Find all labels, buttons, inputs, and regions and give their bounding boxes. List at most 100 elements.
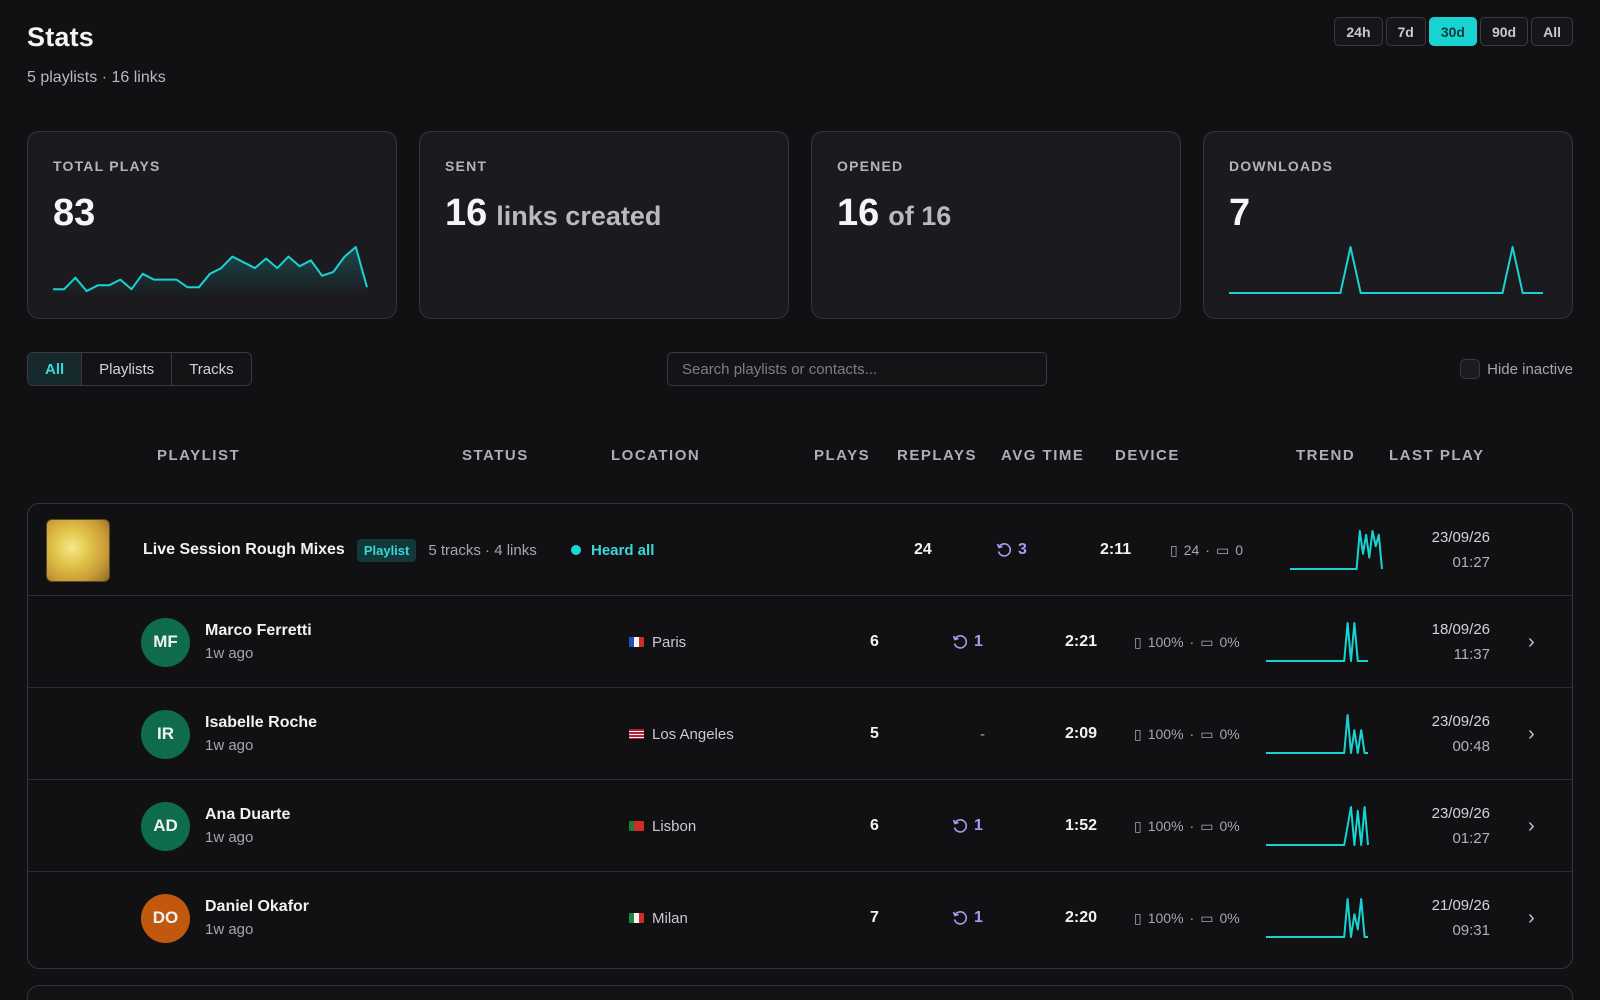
range-button-24h[interactable]: 24h: [1334, 17, 1383, 46]
location: Milan: [629, 872, 688, 964]
location-city: Paris: [652, 633, 687, 651]
contact-row[interactable]: DO Daniel Okafor 1w ago Milan 7 1 2:20 ▯…: [28, 872, 1572, 964]
tab-playlists[interactable]: Playlists: [82, 353, 173, 385]
kpi-cards: TOTAL PLAYS 83 SENT 16 links created OPE…: [27, 131, 1573, 319]
flag-icon: [629, 637, 644, 647]
flag-icon: [629, 821, 644, 831]
avatar: AD: [141, 801, 190, 851]
column-header-device[interactable]: DEVICE: [1115, 447, 1180, 464]
tab-all[interactable]: All: [28, 353, 83, 385]
time-range-selector: 24h 7d 30d 90d All: [1334, 17, 1573, 46]
total-plays-value: 83: [53, 192, 96, 234]
tab-tracks[interactable]: Tracks: [172, 353, 251, 385]
plays-count: 24: [914, 541, 932, 558]
replays-count: 1: [952, 872, 983, 964]
playlist-badge: Playlist: [356, 538, 417, 562]
downloads-value: 7: [1229, 192, 1251, 234]
total-plays-sparkline: [53, 246, 368, 296]
location: Paris: [629, 596, 686, 688]
playlist-name[interactable]: Live Session Rough Mixes: [143, 541, 345, 558]
contact-row[interactable]: IR Isabelle Roche 1w ago Los Angeles 5 -…: [28, 688, 1572, 780]
last-play-date: 23/09/26: [1431, 805, 1490, 822]
search-input[interactable]: [667, 352, 1047, 386]
page-title: Stats: [27, 22, 95, 52]
trend-sparkline: [1266, 898, 1368, 938]
range-button-90d[interactable]: 90d: [1479, 17, 1529, 46]
device-split: ▯ 100% · ▭ 0%: [1134, 725, 1240, 743]
desktop-icon: ▭: [1200, 817, 1214, 834]
mobile-share: 100%: [1147, 910, 1184, 926]
chevron-right-icon[interactable]: ›: [1528, 722, 1535, 745]
replay-icon: [952, 819, 968, 833]
card-label: TOTAL PLAYS: [53, 158, 161, 174]
column-header-plays[interactable]: PLAYS: [814, 447, 871, 464]
device-split: ▯ 100% · ▭ 0%: [1134, 633, 1240, 651]
page-subtitle: 5 playlists · 16 links: [27, 69, 166, 86]
last-play-date: 23/09/26: [1431, 529, 1490, 546]
contact-name[interactable]: Ana Duarte: [205, 806, 291, 823]
sparkline-line: [1229, 246, 1543, 294]
sent-value: 16: [445, 192, 488, 234]
contact-name[interactable]: Isabelle Roche: [205, 714, 318, 731]
column-header-last-play[interactable]: LAST PLAY: [1389, 447, 1485, 464]
replays-value: 1: [974, 909, 983, 926]
replays-count: 1: [952, 780, 983, 872]
hide-inactive-checkbox[interactable]: [1460, 359, 1481, 379]
sparkline-line: [1266, 714, 1368, 754]
contact-avatar-cell: AD: [141, 780, 190, 872]
avg-time: 2:09: [1065, 725, 1098, 742]
column-header-playlist[interactable]: PLAYLIST: [157, 447, 241, 464]
chevron-right-icon[interactable]: ›: [1528, 906, 1535, 929]
column-header-avg-time[interactable]: AVG TIME: [1001, 447, 1085, 464]
device-split: ▯ 100% · ▭ 0%: [1134, 909, 1240, 927]
contact-row[interactable]: AD Ana Duarte 1w ago Lisbon 6 1 1:52 ▯ 1…: [28, 780, 1572, 872]
replays-value: 3: [1018, 541, 1027, 558]
range-button-30d[interactable]: 30d: [1428, 17, 1477, 46]
chevron-right-icon[interactable]: ›: [1528, 630, 1535, 653]
last-play-date: 18/09/26: [1431, 621, 1490, 638]
contact-avatar-cell: IR: [141, 688, 190, 780]
column-header-status[interactable]: STATUS: [462, 447, 529, 464]
hide-inactive-toggle[interactable]: Hide inactive: [1460, 359, 1573, 379]
contact-name[interactable]: Daniel Okafor: [205, 898, 310, 915]
mobile-share: 100%: [1147, 634, 1184, 650]
column-header-replays[interactable]: REPLAYS: [897, 447, 977, 464]
mobile-icon: ▯: [1134, 909, 1142, 926]
last-play: 23/09/26 01:27: [1408, 504, 1490, 596]
column-header-location[interactable]: LOCATION: [611, 447, 701, 464]
contact-row[interactable]: MF Marco Ferretti 1w ago Paris 6 1 2:21 …: [28, 596, 1572, 688]
contact-last-seen: 1w ago: [205, 737, 254, 754]
desktop-share: 0%: [1219, 818, 1240, 834]
hide-inactive-label: Hide inactive: [1487, 360, 1573, 378]
location: Los Angeles: [629, 688, 734, 780]
device-split: ▯ 100% · ▭ 0%: [1134, 817, 1240, 835]
last-play-time: 09:31: [1452, 922, 1490, 939]
status-indicator: Heard all: [571, 504, 654, 596]
chevron-right-icon[interactable]: ›: [1528, 814, 1535, 837]
downloads-card: DOWNLOADS 7: [1203, 131, 1573, 319]
mobile-share: 24: [1183, 542, 1200, 558]
mobile-icon: ▯: [1134, 725, 1142, 742]
device-split: ▯ 24 · ▭ 0: [1170, 541, 1243, 559]
column-header-trend[interactable]: TREND: [1296, 447, 1356, 464]
desktop-share: 0%: [1219, 634, 1240, 650]
card-label: DOWNLOADS: [1229, 158, 1334, 174]
desktop-icon: ▭: [1200, 909, 1214, 926]
last-play-time: 01:27: [1452, 830, 1490, 847]
range-button-7d[interactable]: 7d: [1385, 17, 1426, 46]
range-button-all[interactable]: All: [1531, 17, 1573, 46]
sparkline-line: [1266, 898, 1368, 938]
next-playlist-card: [27, 985, 1573, 1000]
location-city: Los Angeles: [652, 725, 734, 743]
location: Lisbon: [629, 780, 696, 872]
location-city: Lisbon: [652, 817, 697, 835]
avatar: MF: [141, 617, 190, 667]
contact-name[interactable]: Marco Ferretti: [205, 622, 312, 639]
status-dot-icon: [571, 545, 581, 555]
desktop-share: 0: [1235, 542, 1243, 558]
desktop-icon: ▭: [1215, 541, 1230, 558]
playlist-row[interactable]: Live Session Rough Mixes Playlist 5 trac…: [28, 504, 1572, 596]
replay-icon: [952, 635, 968, 649]
playlist-thumbnail: [46, 504, 110, 596]
mobile-icon: ▯: [1134, 817, 1142, 834]
